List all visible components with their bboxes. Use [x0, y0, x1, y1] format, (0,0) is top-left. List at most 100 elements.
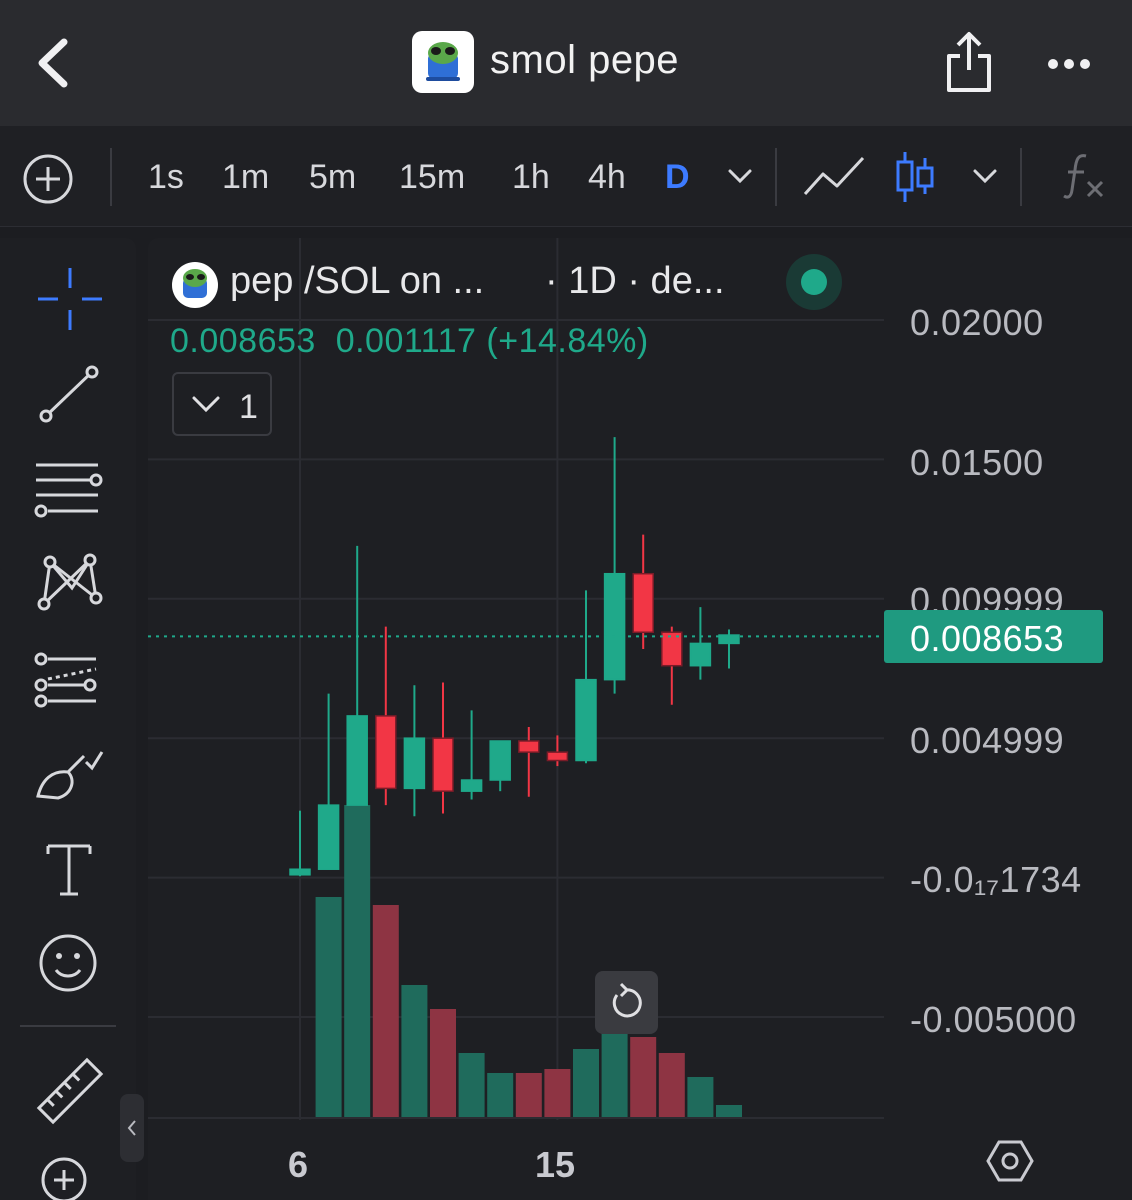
more-button[interactable] — [1044, 46, 1094, 82]
timeframe-15m[interactable]: 15m — [399, 158, 466, 196]
chevron-down-icon — [728, 169, 752, 184]
collapse-toolbar-tab[interactable] — [120, 1094, 144, 1162]
toolbar-divider — [775, 148, 777, 206]
tools-divider — [20, 1025, 116, 1027]
candle-body — [489, 740, 511, 781]
price-axis-label: 0.01500 — [910, 442, 1044, 483]
market-status-indicator[interactable] — [786, 254, 842, 310]
line-chart-button[interactable] — [803, 152, 865, 202]
series-resolution: · 1D · de... — [545, 260, 725, 302]
zoom-in-tool[interactable] — [28, 1150, 112, 1200]
trend-line-tool[interactable] — [28, 358, 112, 432]
indicators-button[interactable] — [1060, 150, 1108, 202]
candle-body — [546, 751, 569, 762]
series-title[interactable]: pep /SOL on ... — [230, 260, 485, 302]
volume-bar — [344, 805, 371, 1117]
add-circle-icon — [23, 154, 73, 204]
volume-bar — [658, 1053, 685, 1117]
candlestick-button[interactable] — [893, 148, 937, 206]
indicators-collapse-button[interactable] — [172, 372, 272, 436]
trend-line-icon — [39, 365, 99, 423]
timeframe-d[interactable]: D — [665, 158, 690, 196]
current-price-value: 0.008653 — [910, 618, 1065, 659]
crosshair-icon — [38, 268, 102, 330]
pattern-tool[interactable] — [28, 548, 112, 622]
price-axis-label: -0.005000 — [910, 999, 1077, 1040]
candle-body — [603, 572, 626, 681]
reset-icon — [612, 982, 642, 1018]
current-price-tag — [884, 610, 1103, 663]
chart-type-dropdown[interactable] — [969, 160, 1001, 192]
more-icon — [1048, 59, 1090, 69]
brush-icon — [36, 751, 104, 800]
timeframe-1m[interactable]: 1m — [222, 158, 270, 196]
indicator-count: 1 — [239, 388, 258, 426]
volume-bar — [515, 1073, 542, 1117]
page-title: smol pepe — [490, 38, 680, 82]
fib-retracement-tool[interactable] — [28, 453, 112, 527]
prediction-tool[interactable] — [28, 645, 112, 719]
add-indicator-button[interactable] — [22, 153, 74, 205]
price-axis-label: 0.004999 — [910, 720, 1065, 761]
emoji-icon — [39, 934, 97, 992]
chart-grid — [148, 238, 884, 1120]
volume-bar — [716, 1105, 742, 1117]
time-axis-label: 6 — [288, 1144, 309, 1185]
candlestick-icon — [896, 152, 934, 202]
chart-settings-button[interactable] — [986, 1136, 1034, 1186]
price-change-values: 0.008653 0.001117 (+14.84%) — [170, 322, 649, 360]
candle-body — [689, 642, 712, 667]
volume-bar — [401, 985, 428, 1117]
text-icon — [46, 844, 92, 896]
chevron-down-icon — [192, 396, 220, 413]
volume-bars — [315, 805, 742, 1117]
timeframe-5m[interactable]: 5m — [309, 158, 357, 196]
function-icon — [1063, 154, 1104, 199]
text-tool[interactable] — [28, 834, 112, 908]
candle-body — [632, 572, 654, 634]
crosshair-tool[interactable] — [28, 262, 112, 336]
volume-bar — [372, 905, 399, 1117]
emoji-tool[interactable] — [28, 926, 112, 1000]
share-button[interactable] — [944, 30, 994, 94]
volume-bar — [630, 1037, 657, 1117]
price-axis-label: 0.02000 — [910, 302, 1044, 343]
candle-body — [661, 631, 683, 667]
ruler-icon — [36, 1057, 104, 1125]
share-icon — [947, 32, 991, 92]
candle-body — [317, 804, 340, 870]
token-logo — [412, 31, 474, 93]
timeframe-1h[interactable]: 1h — [512, 158, 550, 196]
volume-bar — [573, 1049, 599, 1117]
candle-body — [346, 715, 368, 806]
timeframe-dropdown[interactable] — [724, 160, 756, 192]
volume-bar — [487, 1073, 514, 1117]
volume-bar — [544, 1069, 571, 1117]
price-candles — [289, 437, 740, 877]
candle-body — [375, 715, 397, 790]
prediction-icon — [34, 652, 97, 708]
pattern-icon — [37, 553, 103, 611]
back-button[interactable] — [30, 34, 80, 92]
reset-chart-button[interactable] — [595, 971, 658, 1034]
volume-bar — [430, 1009, 456, 1117]
chart-toolbar — [0, 126, 1132, 227]
toolbar-divider — [110, 148, 112, 206]
ruler-tool[interactable] — [28, 1054, 112, 1128]
chevron-left-icon — [127, 1120, 136, 1136]
timeframe-4h[interactable]: 4h — [588, 158, 626, 196]
zoom-in-icon — [41, 1157, 87, 1200]
timeframe-1s[interactable]: 1s — [148, 158, 184, 196]
volume-bar — [458, 1053, 485, 1117]
chevron-down-icon — [973, 169, 997, 184]
candle-body — [432, 737, 454, 792]
back-chevron-icon — [38, 38, 68, 88]
candle-body — [289, 868, 311, 876]
brush-tool[interactable] — [28, 740, 112, 814]
drawing-toolbar — [0, 238, 136, 1200]
volume-bar — [601, 1021, 628, 1117]
candle-body — [403, 737, 426, 790]
fib-retracement-icon — [34, 463, 103, 518]
top-bar — [0, 0, 1132, 126]
